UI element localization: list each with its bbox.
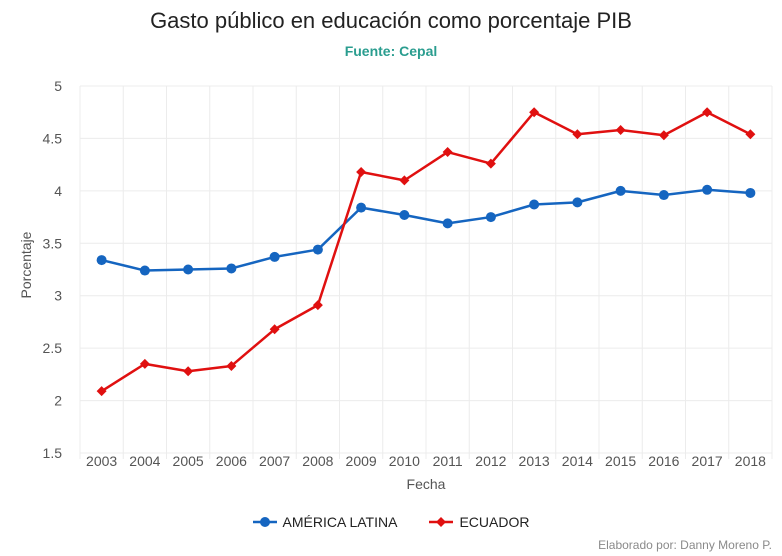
data-point-ecuador	[485, 158, 496, 169]
series-line-ecuador	[100, 110, 751, 393]
y-tick-label: 4.5	[43, 130, 63, 146]
legend-item[interactable]: ECUADOR	[429, 514, 529, 530]
legend-label: ECUADOR	[459, 514, 530, 530]
x-tick-label: 2003	[86, 453, 117, 469]
data-point-ecuador	[658, 130, 669, 141]
data-point-america-latina	[356, 202, 367, 213]
x-tick-label: 2013	[519, 453, 550, 469]
data-point-ecuador	[356, 166, 367, 177]
data-point-america-latina	[572, 197, 583, 208]
data-point-america-latina	[312, 244, 323, 255]
data-point-america-latina	[658, 190, 669, 201]
y-tick-label: 3	[54, 288, 62, 304]
x-tick-label: 2009	[346, 453, 377, 469]
data-point-america-latina	[702, 184, 713, 195]
y-axis-label: Porcentaje	[18, 231, 34, 298]
grid-lines	[79, 85, 773, 459]
data-point-ecuador	[269, 324, 280, 335]
data-point-america-latina	[269, 251, 280, 262]
x-tick-label: 2006	[216, 453, 247, 469]
data-point-america-latina	[183, 264, 194, 275]
data-point-ecuador	[442, 147, 453, 158]
y-tick-label: 5	[54, 78, 62, 94]
data-point-america-latina	[96, 255, 107, 266]
data-point-ecuador	[572, 129, 583, 140]
data-point-ecuador	[139, 358, 150, 369]
data-point-america-latina	[529, 199, 540, 210]
x-tick-label: 2012	[475, 453, 506, 469]
x-tick-label: 2011	[433, 453, 463, 469]
x-axis-label: Fecha	[407, 476, 446, 492]
y-axis: 1.5 2 2.5 3 3.5 4 4.5 5	[43, 78, 63, 461]
data-point-ecuador	[399, 175, 410, 186]
x-tick-label: 2008	[302, 453, 333, 469]
data-point-ecuador	[702, 107, 713, 118]
y-tick-label: 2	[54, 393, 62, 409]
x-tick-label: 2007	[259, 453, 290, 469]
legend: AMÉRICA LATINA ECUADOR	[0, 514, 782, 530]
x-tick-label: 2017	[692, 453, 723, 469]
series-line-america-latina	[101, 188, 751, 272]
x-axis: 2003 2004 2005 2006 2007 2008 2009 2010 2011 2012…	[86, 453, 766, 469]
data-point-ecuador	[745, 129, 756, 140]
series-group	[96, 107, 756, 397]
data-point-ecuador	[615, 125, 626, 136]
legend-item[interactable]: AMÉRICA LATINA	[252, 514, 398, 530]
x-tick-label: 2010	[389, 453, 420, 469]
legend-swatch	[429, 517, 454, 527]
x-tick-label: 2018	[735, 453, 766, 469]
data-point-america-latina	[226, 263, 237, 274]
legend-swatch	[252, 517, 277, 527]
data-point-america-latina	[399, 209, 410, 220]
x-tick-label: 2015	[605, 453, 636, 469]
data-point-ecuador	[183, 366, 194, 377]
chart-subtitle: Fuente: Cepal	[344, 43, 438, 59]
data-point-america-latina	[485, 212, 496, 223]
x-tick-label: 2004	[129, 453, 160, 469]
data-point-ecuador	[529, 107, 540, 118]
data-point-ecuador	[312, 300, 323, 311]
data-point-ecuador	[96, 386, 107, 397]
data-point-ecuador	[226, 360, 237, 371]
legend-label: AMÉRICA LATINA	[282, 514, 398, 530]
x-tick-label: 2014	[562, 453, 593, 469]
credit-text: Elaborado por: Danny Moreno P.	[598, 538, 772, 552]
chart-title: Gasto público en educación como porcenta…	[150, 8, 632, 33]
x-tick-label: 2016	[648, 453, 679, 469]
data-point-america-latina	[139, 265, 150, 276]
y-tick-label: 2.5	[43, 340, 63, 356]
y-tick-label: 3.5	[43, 235, 63, 251]
y-tick-label: 1.5	[43, 445, 63, 461]
data-point-america-latina	[615, 185, 626, 196]
y-tick-label: 4	[54, 183, 62, 199]
data-point-america-latina	[442, 218, 453, 229]
data-point-america-latina	[745, 187, 756, 198]
x-tick-label: 2005	[173, 453, 204, 469]
